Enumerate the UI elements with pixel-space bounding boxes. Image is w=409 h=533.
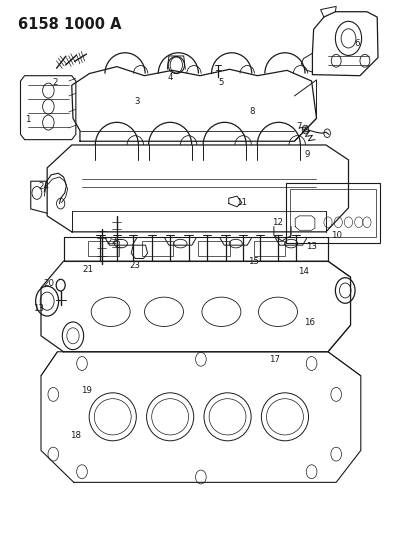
Text: 13: 13 [306, 242, 316, 251]
Text: 1: 1 [25, 116, 31, 124]
Text: 21: 21 [83, 265, 93, 274]
Bar [198, 241, 229, 256]
Text: 17: 17 [269, 356, 279, 364]
Text: 13: 13 [34, 304, 44, 312]
Text: 20: 20 [43, 279, 54, 288]
Bar [290, 189, 375, 237]
Text: 23: 23 [129, 261, 139, 270]
Text: 7: 7 [296, 123, 301, 131]
Text: 8: 8 [249, 108, 254, 116]
Text: 19: 19 [81, 386, 91, 394]
Text: 18: 18 [70, 432, 81, 440]
Text: 6158 1000 A: 6158 1000 A [18, 17, 121, 32]
Bar [254, 241, 285, 256]
Text: 16: 16 [303, 318, 314, 327]
Text: 6: 6 [353, 39, 359, 48]
Text: 22: 22 [106, 238, 117, 246]
Bar [142, 241, 173, 256]
Text: 12: 12 [272, 219, 283, 227]
Text: 5: 5 [218, 78, 224, 87]
Text: 3: 3 [134, 97, 140, 106]
Bar [285, 183, 379, 243]
Text: 24: 24 [39, 182, 49, 191]
Text: 11: 11 [236, 198, 247, 207]
Text: 15: 15 [247, 257, 258, 265]
Text: 4: 4 [167, 73, 173, 82]
Text: 9: 9 [304, 150, 310, 159]
Text: 14: 14 [297, 268, 308, 276]
Bar [88, 241, 119, 256]
Text: 2: 2 [52, 78, 58, 87]
Text: 10: 10 [330, 231, 341, 240]
